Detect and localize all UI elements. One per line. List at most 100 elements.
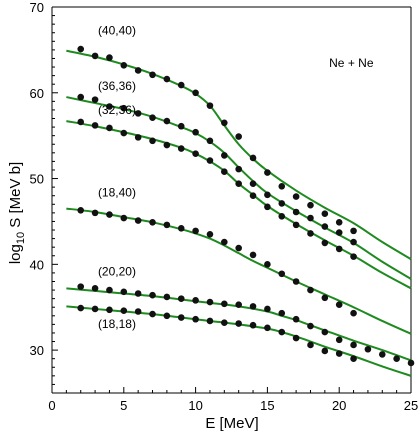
- data-point: [350, 238, 357, 246]
- data-point: [364, 345, 372, 353]
- data-point: [206, 102, 214, 109]
- data-point: [235, 320, 242, 327]
- data-point: [278, 200, 286, 207]
- data-point: [235, 180, 242, 188]
- data-point: [177, 295, 185, 302]
- annotations: Ne + Ne (40,40) (36,36) (32,36) (18,40) (20,2…: [98, 23, 374, 330]
- data-point: [335, 336, 343, 344]
- data-point: [163, 221, 171, 229]
- x-axis-label: E [MeV]: [205, 415, 258, 432]
- data-point: [149, 310, 156, 318]
- data-point: [163, 117, 171, 125]
- data-point: [91, 96, 99, 103]
- annotation-label: (36,36): [98, 79, 136, 93]
- data-point: [192, 315, 199, 323]
- data-point: [163, 141, 171, 149]
- data-point: [106, 286, 113, 294]
- annotation-label: (40,40): [98, 23, 136, 37]
- data-point: [149, 137, 156, 145]
- data-point: [235, 133, 242, 140]
- y-axis-label-sub: 10: [15, 232, 27, 244]
- data-point: [221, 152, 228, 159]
- data-point: [134, 308, 142, 315]
- data-point: [120, 288, 128, 296]
- data-point: [393, 355, 400, 362]
- annotation-label: (20,20): [98, 264, 136, 278]
- data-point: [77, 118, 85, 126]
- x-tick-label: 10: [188, 398, 202, 413]
- data-point: [206, 231, 214, 238]
- data-point: [177, 81, 185, 89]
- x-tick-label: 5: [120, 398, 127, 413]
- data-point: [206, 137, 214, 145]
- data-point: [321, 328, 329, 336]
- data-point: [407, 359, 415, 367]
- data-point: [335, 219, 343, 226]
- y-axis-label-rest: S [MeV b]: [7, 162, 24, 232]
- y-axis-label-log: log: [7, 244, 24, 264]
- x-tick-label: 20: [332, 398, 346, 413]
- data-point: [278, 328, 286, 336]
- data-point: [134, 110, 142, 117]
- data-point: [163, 293, 171, 301]
- y-tick-label: 30: [30, 343, 44, 358]
- data-point: [292, 334, 300, 342]
- data-point: [307, 201, 314, 209]
- data-point: [264, 169, 271, 176]
- data-point: [91, 305, 99, 313]
- data-point: [350, 341, 357, 349]
- data-point: [134, 134, 142, 141]
- data-point: [221, 168, 228, 175]
- data-point: [249, 251, 257, 259]
- y-tick-label: 40: [30, 257, 44, 272]
- data-point: [192, 150, 199, 157]
- data-point: [249, 303, 257, 310]
- data-point: [278, 182, 286, 190]
- data-point: [177, 145, 185, 152]
- x-tick-label: 15: [260, 398, 274, 413]
- data-point: [206, 317, 214, 325]
- data-point: [221, 300, 228, 308]
- y-tick-label: 70: [30, 0, 44, 15]
- data-point: [120, 214, 128, 222]
- data-point: [307, 341, 314, 349]
- data-point: [264, 305, 271, 313]
- data-point: [77, 304, 85, 312]
- data-point: [278, 270, 286, 278]
- annotation-label: Ne + Ne: [329, 56, 374, 70]
- data-point: [120, 62, 128, 69]
- x-tick-label: 25: [404, 398, 418, 413]
- data-point: [321, 347, 329, 355]
- data-point: [163, 75, 171, 83]
- data-point: [292, 278, 300, 285]
- plot-frame: [51, 6, 412, 394]
- data-point: [149, 71, 156, 79]
- data-point: [177, 314, 185, 321]
- data-point: [134, 217, 142, 224]
- data-point: [106, 211, 113, 218]
- data-point: [350, 309, 357, 317]
- data-point: [378, 351, 386, 358]
- data-point: [321, 294, 329, 302]
- annotation-label: (18,40): [98, 186, 136, 200]
- data-point: [192, 227, 199, 235]
- fit-curve: [66, 120, 412, 290]
- data-point: [264, 191, 271, 199]
- data-point: [249, 192, 257, 200]
- data-point: [77, 206, 85, 214]
- annotation-label: (18,18): [98, 317, 136, 331]
- data-point: [120, 307, 128, 314]
- data-point: [292, 193, 300, 200]
- annotation-label: (32,36): [98, 103, 136, 117]
- data-point: [106, 54, 113, 61]
- data-point: [192, 297, 199, 304]
- data-point: [264, 324, 271, 332]
- data-point: [91, 52, 99, 60]
- data-point: [278, 309, 286, 317]
- data-point: [335, 301, 343, 308]
- data-point: [307, 322, 314, 330]
- data-point: [321, 239, 329, 247]
- y-tick-label: 60: [30, 86, 44, 101]
- data-point: [335, 350, 343, 357]
- y-axis-label: log10 S [MeV b]: [7, 162, 27, 264]
